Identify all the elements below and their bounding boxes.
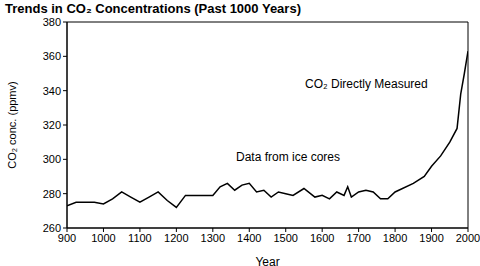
svg-text:1300: 1300 [201, 232, 225, 244]
svg-text:1700: 1700 [346, 232, 370, 244]
svg-text:320: 320 [43, 119, 61, 131]
svg-text:1800: 1800 [383, 232, 407, 244]
svg-text:1000: 1000 [91, 232, 115, 244]
svg-text:1100: 1100 [128, 232, 152, 244]
html-text:CO₂ Directly Measured: CO₂ Directly Measured [305, 77, 428, 91]
svg-text:900: 900 [57, 231, 77, 244]
svg-text:300: 300 [43, 153, 61, 165]
svg-text:1600: 1600 [310, 232, 334, 244]
svg-text:2000: 2000 [456, 232, 472, 244]
svg-text:CO₂ conc. (ppmv): CO₂ conc. (ppmv) [8, 81, 18, 168]
html-text:Data from ice cores: Data from ice cores [236, 150, 340, 164]
svg-text:260: 260 [43, 222, 61, 234]
svg-text:380: 380 [43, 16, 61, 28]
svg-text:280: 280 [43, 188, 61, 200]
svg-text:1900: 1900 [419, 232, 443, 244]
svg-text:360: 360 [43, 50, 61, 62]
svg-text:1200: 1200 [164, 232, 188, 244]
svg-text:1500: 1500 [273, 232, 297, 244]
html-text:Trends in CO₂ Concentrations (: Trends in CO₂ Concentrations (Past 1000 … [5, 1, 301, 16]
svg-text:1400: 1400 [237, 232, 261, 244]
svg-text:340: 340 [43, 85, 61, 97]
svg-text:Year: Year [255, 255, 279, 266]
